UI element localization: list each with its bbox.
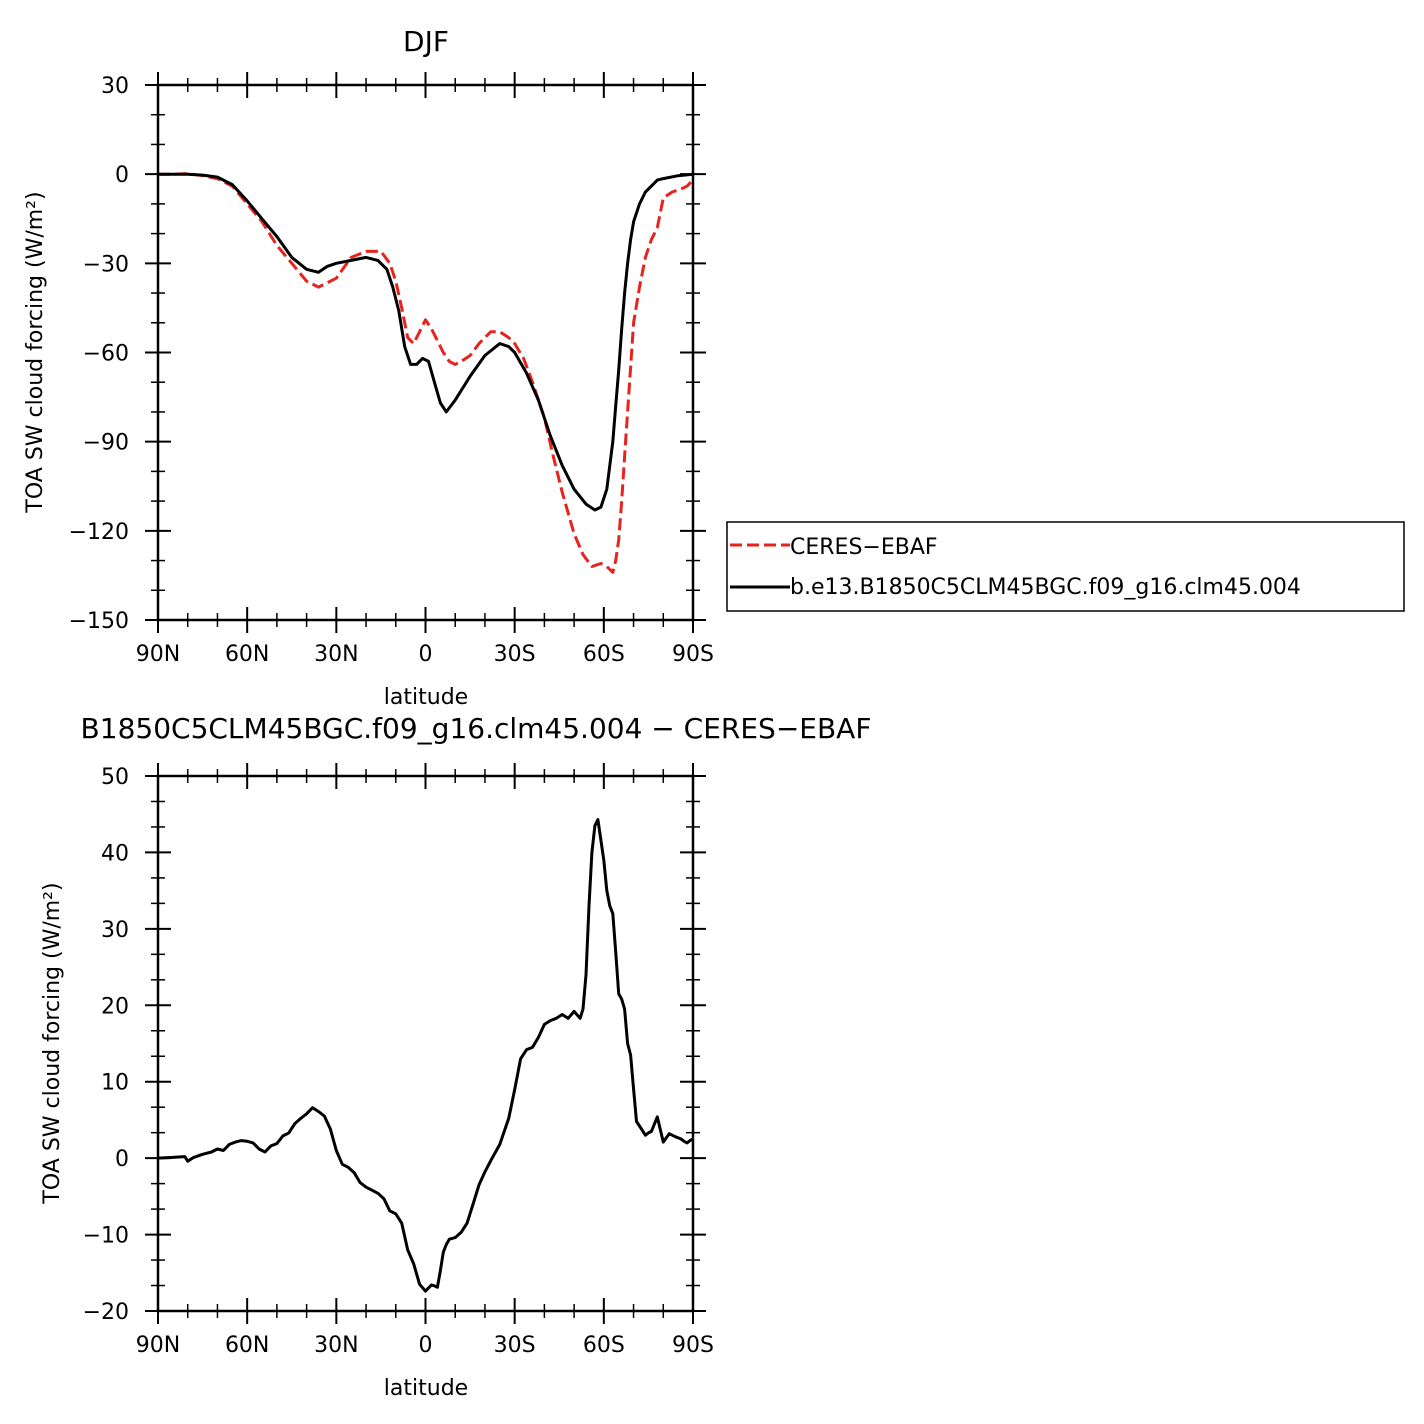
x-tick-label: 60N [225,1333,269,1358]
legend-label-model: b.e13.B1850C5CLM45BGC.f09_g16.clm45.004 [790,575,1301,600]
panel-top: DJF TOA SW cloud forcing (W/m²) latitude… [23,25,714,710]
y-tick-label: 20 [101,994,129,1019]
x-tick-label: 90S [672,642,714,667]
y-tick-label: −60 [83,342,129,367]
series-line-bottom-0 [157,818,694,1293]
panel-bottom-series [157,818,694,1293]
panel-top-plot-frame [156,83,695,622]
x-tick-label: 30N [314,642,358,667]
panel-top-xlabel: latitude [384,685,468,710]
y-tick-label: 10 [101,1071,129,1096]
y-tick-label: 30 [101,918,129,943]
legend-box [726,521,1405,612]
panel-bottom-xlabel: latitude [384,1376,468,1401]
y-tick-label: −20 [83,1300,129,1325]
y-tick-label: 30 [101,74,129,99]
panel-bottom: B1850C5CLM45BGC.f09_g16.clm45.004 − CERE… [40,712,871,1401]
y-tick-label: 50 [101,765,129,790]
y-tick-label: −30 [83,252,129,277]
x-tick-label: 0 [419,1333,433,1358]
x-tick-label: 30N [314,1333,358,1358]
panel-top-ylabel: TOA SW cloud forcing (W/m²) [23,191,48,513]
y-tick-label: 0 [115,1147,129,1172]
series-line-top-1 [158,172,694,512]
x-tick-label: 90N [136,1333,180,1358]
y-tick-label: 0 [115,163,129,188]
x-tick-label: 90S [672,1333,714,1358]
x-tick-label: 30S [494,642,536,667]
y-tick-label: −90 [83,431,129,456]
y-tick-label: −120 [69,520,129,545]
panel-top-series [158,172,695,574]
x-tick-label: 60N [225,642,269,667]
panel-bottom-ylabel: TOA SW cloud forcing (W/m²) [40,882,65,1204]
panel-bottom-plot-frame [156,774,695,1313]
panel-top-title: DJF [403,25,449,58]
series-line-top-0 [158,172,695,574]
x-tick-label: 60S [583,1333,625,1358]
x-tick-label: 30S [494,1333,536,1358]
x-tick-label: 0 [419,642,433,667]
panel-bottom-tick-labels: 90N 60N 30N 0 30S 60S 90S −20 −10 0 10 20 30 40 50 [83,765,714,1358]
y-tick-label: 40 [101,841,129,866]
x-tick-label: 90N [136,642,180,667]
legend-label-ceres: CERES−EBAF [790,535,938,560]
legend: CERES−EBAF b.e13.B1850C5CLM45BGC.f09_g16… [726,521,1405,612]
x-tick-label: 60S [583,642,625,667]
panel-bottom-title: B1850C5CLM45BGC.f09_g16.clm45.004 − CERE… [81,712,872,745]
panel-bottom-ticks [145,763,706,1324]
y-tick-label: −10 [83,1224,129,1249]
panel-top-tick-labels: 90N 60N 30N 0 30S 60S 90S −150 −120 −90 −60 −30 0 30 [69,74,714,667]
y-tick-label: −150 [69,609,129,634]
panel-top-ticks [145,72,706,633]
